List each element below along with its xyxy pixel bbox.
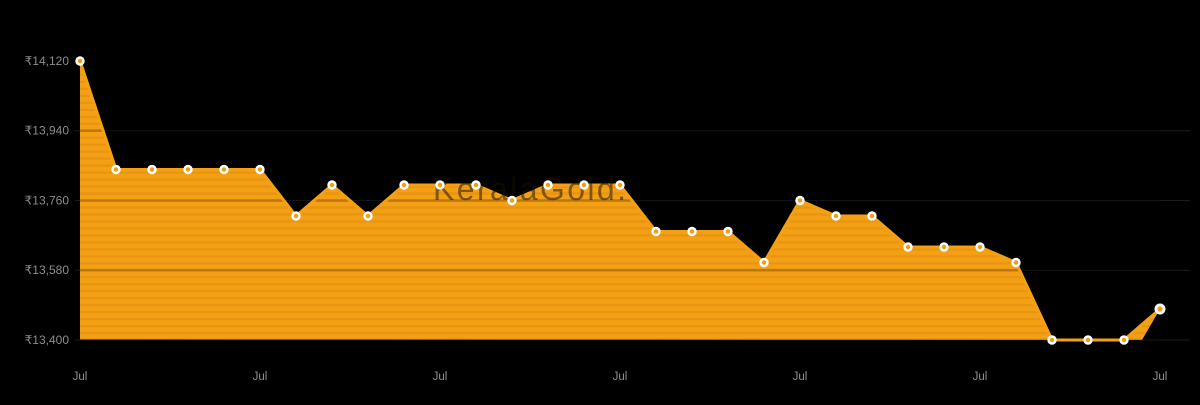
svg-text:Jul: Jul: [793, 371, 808, 383]
svg-text:KeralaGold.: KeralaGold.: [433, 171, 628, 207]
svg-text:₹13,580: ₹13,580: [25, 263, 70, 277]
svg-text:Jul: Jul: [433, 371, 448, 383]
svg-text:₹14,120: ₹14,120: [25, 54, 70, 68]
svg-text:₹13,400: ₹13,400: [25, 333, 70, 347]
svg-text:Jul: Jul: [973, 371, 988, 383]
svg-text:Jul: Jul: [253, 371, 268, 383]
svg-text:Jul: Jul: [73, 371, 88, 383]
svg-text:₹13,940: ₹13,940: [25, 124, 70, 138]
svg-text:KeralaGold.: KeralaGold.: [433, 171, 628, 207]
svg-text:₹13,760: ₹13,760: [25, 194, 70, 208]
svg-text:Jul: Jul: [1153, 371, 1168, 383]
svg-text:Jul: Jul: [613, 371, 628, 383]
